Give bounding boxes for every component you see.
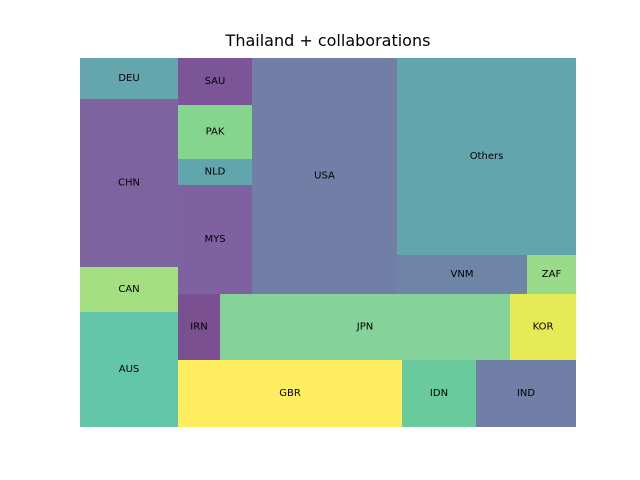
treemap-cell-ind: [476, 360, 576, 427]
treemap-label-ind: IND: [517, 388, 535, 399]
treemap-label-usa: USA: [314, 171, 335, 182]
treemap-cell-zaf: [527, 255, 576, 294]
treemap-cell-can: [80, 267, 178, 312]
treemap-cell-usa: [252, 58, 397, 294]
chart-title: Thailand + collaborations: [225, 31, 431, 50]
treemap-cell-mys: [178, 185, 252, 294]
treemap-cell-nld: [178, 159, 252, 185]
treemap-label-jpn: JPN: [356, 322, 373, 333]
treemap-cell-gbr: [178, 360, 402, 427]
treemap-label-vnm: VNM: [451, 269, 474, 280]
treemap-label-can: CAN: [118, 284, 139, 295]
treemap-label-deu: DEU: [118, 73, 139, 84]
treemap-cell-jpn: [220, 294, 510, 360]
treemap-cell-idn: [402, 360, 476, 427]
treemap-label-chn: CHN: [118, 178, 140, 189]
treemap-cell-others: [397, 58, 576, 255]
treemap-cell-irn: [178, 294, 220, 360]
treemap-cell-pak: [178, 105, 252, 159]
treemap-label-mys: MYS: [204, 234, 225, 245]
treemap-cell-kor: [510, 294, 576, 360]
treemap-cell-sau: [178, 58, 252, 105]
treemap-cell-aus: [80, 312, 178, 427]
treemap-cell-vnm: [397, 255, 527, 294]
treemap-cell-deu: [80, 58, 178, 99]
treemap-label-irn: IRN: [190, 322, 207, 333]
treemap-label-idn: IDN: [430, 388, 448, 399]
treemap-label-pak: PAK: [206, 127, 225, 138]
treemap-label-gbr: GBR: [279, 388, 301, 399]
treemap-label-others: Others: [470, 151, 504, 162]
treemap-label-nld: NLD: [205, 167, 226, 178]
treemap-label-zaf: ZAF: [542, 269, 562, 280]
treemap-label-aus: AUS: [119, 364, 140, 375]
treemap-cell-chn: [80, 99, 178, 267]
treemap-label-kor: KOR: [533, 322, 554, 333]
treemap-label-sau: SAU: [205, 76, 226, 87]
